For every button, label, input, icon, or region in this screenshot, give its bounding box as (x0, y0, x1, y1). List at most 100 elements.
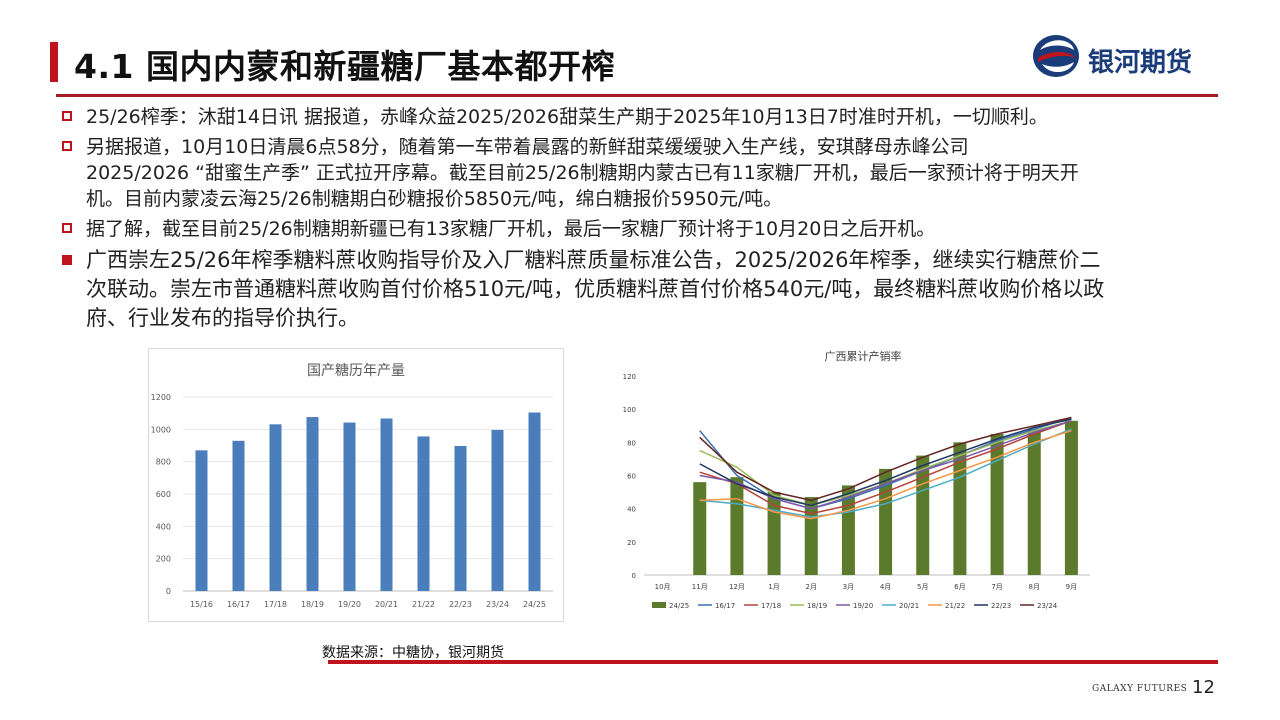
y-tick-label: 20 (627, 539, 636, 547)
x-tick-label: 16/17 (227, 600, 250, 609)
legend-label: 23/24 (1037, 602, 1058, 610)
bar (693, 482, 707, 575)
bar (232, 440, 245, 591)
bullet-line: 2025/2026 “甜蜜生产季” 正式拉开序幕。截至目前25/26制糖期内蒙古… (86, 162, 1079, 184)
bar (528, 412, 541, 591)
x-tick-label: 18/19 (301, 600, 324, 609)
legend-label: 20/21 (899, 602, 919, 610)
y-tick-label: 40 (627, 506, 636, 514)
legend-swatch (652, 602, 666, 608)
bar (380, 418, 393, 591)
x-tick-label: 22/23 (449, 600, 472, 609)
logo-text: 银河期货 (1088, 48, 1193, 78)
bullet-item: 25/26榨季：沐甜14日讯 据报道，赤峰众益2025/2026甜菜生产期于20… (62, 104, 1232, 130)
hollow-square-bullet-icon (62, 223, 72, 233)
bar (491, 429, 504, 591)
x-tick-label: 6月 (954, 583, 965, 591)
title-bar: 4.1 国内内蒙和新疆糖厂基本都开榨 银河期货 (50, 28, 1220, 92)
bar (1064, 420, 1078, 575)
x-tick-label: 2月 (806, 583, 817, 591)
bar (730, 477, 744, 575)
y-tick-label: 0 (632, 572, 636, 580)
footer-divider (328, 660, 1218, 664)
bullet-line: 次联动。崇左市普通糖料蔗收购首付价格510元/吨，优质糖料蔗首付价格540元/吨… (86, 277, 1105, 301)
series-line (699, 416, 1072, 502)
y-tick-label: 60 (627, 473, 636, 481)
hollow-square-bullet-icon (62, 111, 72, 121)
y-tick-label: 200 (156, 555, 171, 564)
bar (269, 424, 282, 591)
bullet-line: 据了解，截至目前25/26制糖期新疆已有13家糖厂开机，最后一家糖厂预计将于10… (86, 218, 936, 240)
bar (916, 455, 930, 575)
y-tick-label: 0 (166, 587, 171, 596)
x-tick-label: 15/16 (190, 600, 213, 609)
bar (879, 468, 893, 575)
bullet-line: 府、行业发布的指导价执行。 (86, 306, 359, 330)
bullet-list: 25/26榨季：沐甜14日讯 据报道，赤峰众益2025/2026甜菜生产期于20… (62, 104, 1232, 333)
bar (417, 436, 430, 591)
x-tick-label: 12月 (729, 583, 745, 591)
y-tick-label: 120 (623, 373, 636, 381)
x-tick-label: 11月 (692, 583, 708, 591)
y-tick-label: 100 (623, 406, 636, 414)
bullet-line: 机。目前内蒙凌云海25/26制糖期白砂糖报价5850元/吨，绵白糖报价5950元… (86, 188, 783, 210)
solid-square-bullet-icon (62, 255, 72, 265)
sugar-output-bar-chart: 国产糖历年产量 0 200 400 600 800 1000 1200 15/16 16/17 17… (148, 348, 564, 622)
bullet-line: 25/26榨季：沐甜14日讯 据报道，赤峰众益2025/2026甜菜生产期于20… (86, 106, 1048, 128)
bar (767, 492, 781, 575)
bullet-item: 另据报道，10月10日清晨6点58分，随着第一车带着晨露的新鲜甜菜缓缓驶入生产线… (62, 134, 1232, 212)
x-tick-label: 9月 (1066, 583, 1077, 591)
bar (990, 434, 1004, 575)
x-tick-label: 10月 (655, 583, 671, 591)
page-title: 4.1 国内内蒙和新疆糖厂基本都开榨 (74, 47, 615, 86)
bar (306, 417, 319, 591)
y-tick-label: 1200 (151, 393, 171, 402)
bar (343, 422, 356, 591)
bullet-line: 广西崇左25/26年榨季糖料蔗收购指导价及入厂糖料蔗质量标准公告，2025/20… (86, 248, 1101, 272)
x-tick-label: 24/25 (523, 600, 546, 609)
legend-label: 18/19 (807, 602, 827, 610)
x-tick-label: 21/22 (412, 600, 435, 609)
data-source: 数据来源：中糖协，银河期货 (322, 645, 504, 661)
legend-label: 17/18 (761, 602, 781, 610)
y-tick-label: 80 (627, 439, 636, 447)
x-tick-label: 5月 (917, 583, 928, 591)
chart-title: 广西累计产销率 (825, 349, 902, 363)
series-line (699, 420, 1072, 515)
legend-label: 21/22 (945, 602, 965, 610)
legend-label: 24/25 (669, 602, 689, 610)
y-tick-label: 600 (156, 490, 171, 499)
legend-label: 19/20 (853, 602, 873, 610)
x-tick-label: 1月 (768, 583, 779, 591)
hollow-square-bullet-icon (62, 141, 72, 151)
footer-brand: GALAXY FUTURES (1092, 684, 1188, 694)
bullet-item: 据了解，截至目前25/26制糖期新疆已有13家糖厂开机，最后一家糖厂预计将于10… (62, 216, 1232, 242)
legend-label: 22/23 (991, 602, 1011, 610)
series-line (699, 416, 1072, 510)
y-tick-label: 400 (156, 522, 171, 531)
bar (195, 450, 208, 591)
galaxy-futures-logo: 银河期货 (1030, 32, 1220, 80)
x-tick-label: 3月 (843, 583, 854, 591)
bullet-item: 广西崇左25/26年榨季糖料蔗收购指导价及入厂糖料蔗质量标准公告，2025/20… (62, 246, 1232, 333)
x-tick-label: 4月 (880, 583, 891, 591)
header-divider (56, 94, 1218, 97)
bullet-line: 另据报道，10月10日清晨6点58分，随着第一车带着晨露的新鲜甜菜缓缓驶入生产线… (86, 136, 969, 158)
guangxi-sales-rate-chart: 广西累计产销率 0 20 40 60 80 100 120 10月 11月 12月 1月 2月 3月 4月 5… (616, 340, 1096, 625)
x-tick-label: 19/20 (338, 600, 361, 609)
galaxy-logo-icon (1033, 35, 1079, 77)
x-tick-label: 17/18 (264, 600, 287, 609)
bar (1027, 429, 1041, 575)
x-tick-label: 8月 (1029, 583, 1040, 591)
series-line (699, 418, 1072, 507)
chart-title: 国产糖历年产量 (307, 363, 405, 379)
title-accent-bar (50, 42, 58, 82)
y-tick-label: 800 (156, 458, 171, 467)
y-tick-label: 1000 (151, 425, 171, 434)
bar (454, 445, 467, 591)
bar (841, 485, 855, 575)
series-line (699, 429, 1072, 520)
x-tick-label: 23/24 (486, 600, 509, 609)
x-tick-label: 20/21 (375, 600, 398, 609)
legend-label: 16/17 (715, 602, 735, 610)
